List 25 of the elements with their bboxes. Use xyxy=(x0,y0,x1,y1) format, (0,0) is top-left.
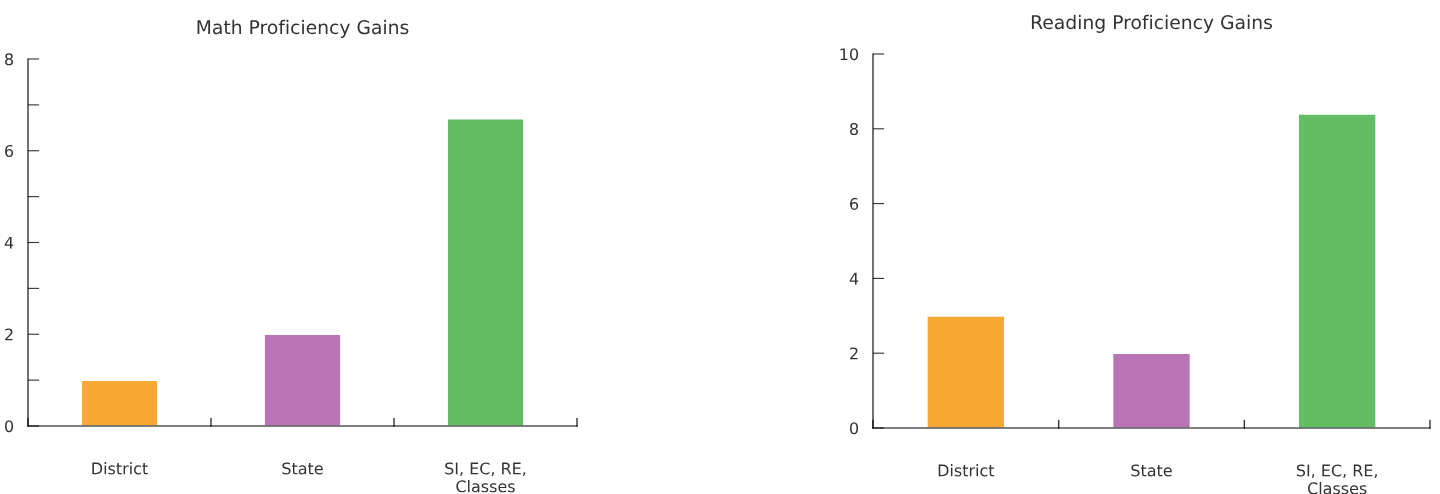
y-tick-label: 8 xyxy=(5,53,14,66)
y-tick-label: 4 xyxy=(849,272,859,285)
bar xyxy=(1297,113,1377,428)
bar xyxy=(1111,352,1192,428)
x-tick-label: District xyxy=(938,464,995,477)
y-tick-label: 8 xyxy=(850,123,859,136)
bar xyxy=(80,379,159,426)
x-tick-label: State xyxy=(1131,464,1172,477)
x-tick-label: SI, EC, RE, Classes xyxy=(1296,464,1377,494)
chart-title: Math Proficiency Gains xyxy=(197,19,409,38)
bar xyxy=(263,333,342,426)
y-tick-label: 6 xyxy=(850,197,859,210)
y-tick-label: 0 xyxy=(5,420,14,433)
y-tick-label: 2 xyxy=(850,347,858,360)
bar xyxy=(446,117,525,426)
x-tick-label: SI, EC, RE, Classes xyxy=(445,462,526,493)
chart-title: Reading Proficiency Gains xyxy=(1031,14,1272,33)
y-tick-label: 2 xyxy=(5,328,13,341)
bar xyxy=(926,314,1006,428)
y-tick-label: 10 xyxy=(840,48,859,61)
y-tick-label: 0 xyxy=(850,422,859,435)
y-tick-label: 4 xyxy=(4,236,14,249)
x-tick-label: State xyxy=(282,462,323,475)
x-tick-label: District xyxy=(92,462,148,475)
y-tick-label: 6 xyxy=(5,144,14,158)
